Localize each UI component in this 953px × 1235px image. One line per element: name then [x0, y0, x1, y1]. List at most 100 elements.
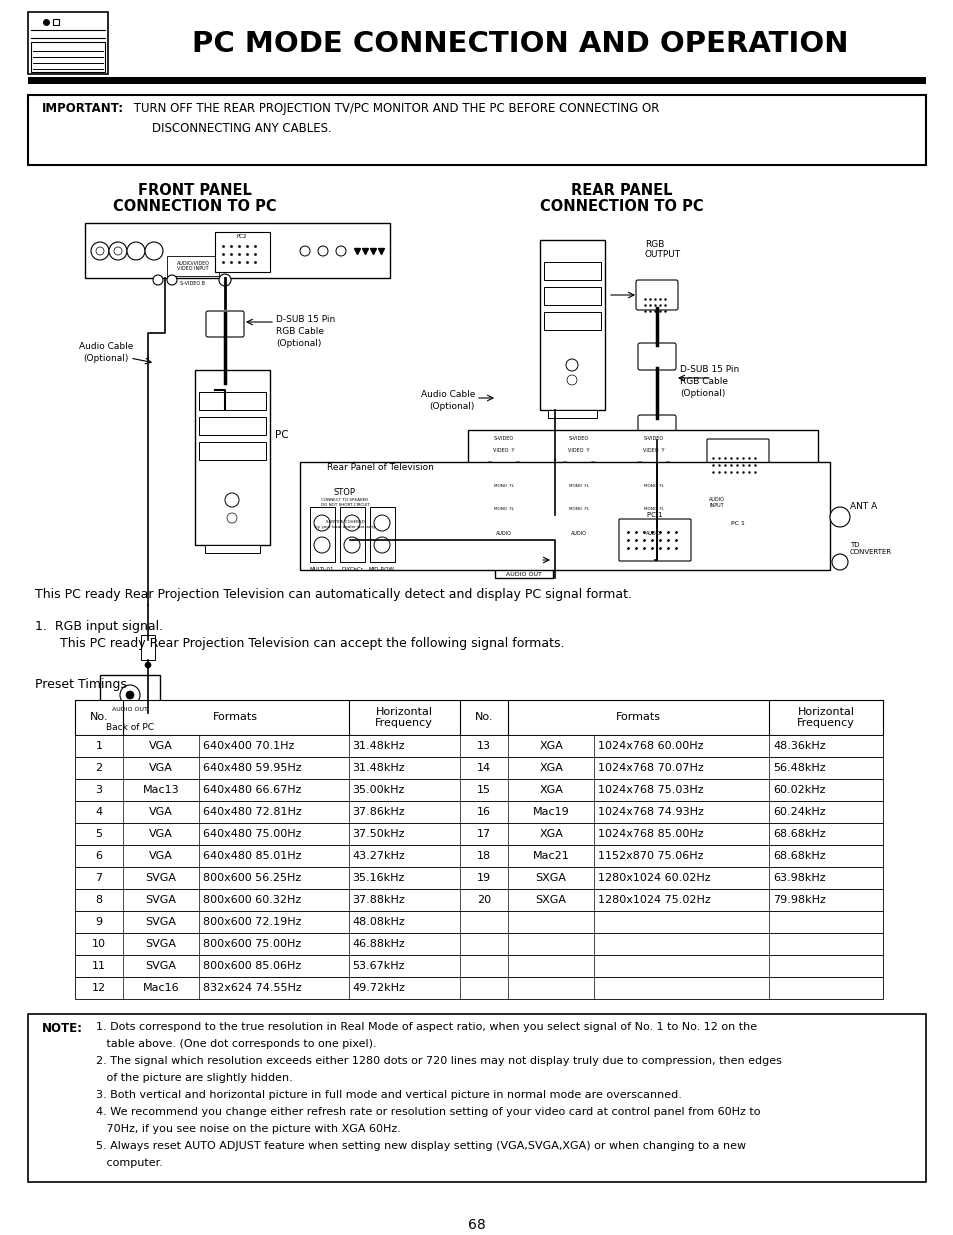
- Text: VIDEO  Y: VIDEO Y: [642, 448, 664, 453]
- Text: 37.50kHz: 37.50kHz: [353, 829, 405, 839]
- Text: 832x624 74.55Hz: 832x624 74.55Hz: [203, 983, 301, 993]
- Text: SERVICE COVERED
by your local dealer warranty: SERVICE COVERED by your local dealer war…: [314, 520, 375, 529]
- Bar: [28, 1014, 925, 1182]
- Text: 2: 2: [95, 763, 103, 773]
- Bar: [75, 867, 882, 889]
- Circle shape: [829, 508, 849, 527]
- Bar: [199, 391, 266, 410]
- Bar: [100, 676, 160, 713]
- Text: 800x600 56.25Hz: 800x600 56.25Hz: [203, 873, 301, 883]
- Circle shape: [659, 487, 676, 503]
- Bar: [75, 735, 882, 757]
- Text: NOTE:: NOTE:: [42, 1023, 83, 1035]
- Bar: [205, 545, 260, 553]
- Circle shape: [109, 242, 127, 261]
- Text: SVGA: SVGA: [146, 895, 176, 905]
- Text: This PC ready Rear Projection Television can automatically detect and display PC: This PC ready Rear Projection Television…: [35, 588, 631, 601]
- Circle shape: [299, 246, 310, 256]
- Bar: [75, 779, 882, 802]
- Text: D-SUB 15 Pin: D-SUB 15 Pin: [275, 315, 335, 324]
- Circle shape: [225, 493, 239, 508]
- Bar: [75, 955, 882, 977]
- Text: AUDIO: AUDIO: [571, 531, 586, 536]
- Text: Horizontal
Frequency: Horizontal Frequency: [375, 706, 433, 729]
- Text: AUDIO
INPUT: AUDIO INPUT: [708, 498, 724, 508]
- Circle shape: [510, 513, 525, 529]
- Text: This PC ready Rear Projection Television can accept the following signal formats: This PC ready Rear Projection Television…: [60, 637, 564, 650]
- Bar: [548, 510, 560, 530]
- Text: PC MODE CONNECTION AND OPERATION: PC MODE CONNECTION AND OPERATION: [192, 30, 847, 58]
- Circle shape: [713, 488, 727, 501]
- Text: Mac13: Mac13: [143, 785, 179, 795]
- Text: 31.48kHz: 31.48kHz: [353, 763, 405, 773]
- Text: 68: 68: [468, 1218, 485, 1233]
- Text: 60.24kHz: 60.24kHz: [772, 806, 824, 818]
- Text: Preset Timings: Preset Timings: [35, 678, 127, 692]
- FancyBboxPatch shape: [638, 343, 676, 370]
- Bar: [495, 540, 553, 578]
- Text: PC: PC: [274, 430, 289, 440]
- Text: RGB Cable: RGB Cable: [679, 377, 727, 387]
- Text: MONO  FL: MONO FL: [494, 508, 514, 511]
- Text: S-VIDEO: S-VIDEO: [494, 436, 514, 441]
- Text: 37.88kHz: 37.88kHz: [353, 895, 405, 905]
- Text: AUDIO: AUDIO: [496, 531, 512, 536]
- Text: 5. Always reset AUTO ADJUST feature when setting new display setting (VGA,SVGA,X: 5. Always reset AUTO ADJUST feature when…: [96, 1141, 745, 1151]
- Text: CONNECTION TO PC: CONNECTION TO PC: [539, 199, 703, 214]
- Text: PC2: PC2: [236, 233, 247, 240]
- Text: 63.98kHz: 63.98kHz: [772, 873, 824, 883]
- Text: VIDEO  Y: VIDEO Y: [493, 448, 515, 453]
- Circle shape: [127, 242, 145, 261]
- Text: TD
CONVERTER: TD CONVERTER: [849, 542, 891, 555]
- Text: VGA: VGA: [149, 806, 172, 818]
- FancyBboxPatch shape: [206, 311, 244, 337]
- Bar: [194, 370, 270, 545]
- Circle shape: [374, 515, 390, 531]
- Text: MULTi-01: MULTi-01: [310, 567, 334, 572]
- Text: 68.68kHz: 68.68kHz: [772, 851, 824, 861]
- Circle shape: [344, 537, 359, 553]
- Text: 640x480 75.00Hz: 640x480 75.00Hz: [203, 829, 301, 839]
- Bar: [310, 508, 335, 562]
- Text: CONNECTION TO PC: CONNECTION TO PC: [113, 199, 276, 214]
- Text: (Optional): (Optional): [275, 338, 321, 348]
- Text: 4. We recommend you change either refresh rate or resolution setting of your vid: 4. We recommend you change either refres…: [96, 1107, 760, 1116]
- Text: PC 1: PC 1: [730, 521, 744, 526]
- Bar: [339, 508, 365, 562]
- Circle shape: [145, 662, 151, 668]
- Text: 1024x768 75.03Hz: 1024x768 75.03Hz: [598, 785, 703, 795]
- Circle shape: [314, 515, 330, 531]
- Bar: [543, 262, 600, 280]
- Text: ANT A: ANT A: [849, 501, 877, 511]
- Circle shape: [566, 375, 577, 385]
- Circle shape: [510, 462, 525, 478]
- Circle shape: [227, 513, 236, 522]
- Text: 14: 14: [476, 763, 491, 773]
- Text: 60.02kHz: 60.02kHz: [772, 785, 824, 795]
- Circle shape: [344, 515, 359, 531]
- Text: table above. (One dot corresponds to one pixel).: table above. (One dot corresponds to one…: [96, 1039, 376, 1049]
- Circle shape: [481, 462, 497, 478]
- Text: 800x600 85.06Hz: 800x600 85.06Hz: [203, 961, 301, 971]
- Text: PC 1: PC 1: [646, 513, 662, 517]
- Bar: [547, 410, 597, 417]
- Bar: [75, 823, 882, 845]
- Text: XGA: XGA: [538, 763, 562, 773]
- Circle shape: [552, 531, 558, 537]
- Text: 7: 7: [95, 873, 103, 883]
- Bar: [75, 845, 882, 867]
- Text: Horizontal
Frequency: Horizontal Frequency: [797, 706, 854, 729]
- Text: MONO  FL: MONO FL: [568, 484, 588, 488]
- Bar: [702, 480, 772, 555]
- Circle shape: [514, 550, 534, 571]
- Text: 70Hz, if you see noise on the picture with XGA 60Hz.: 70Hz, if you see noise on the picture wi…: [96, 1124, 400, 1134]
- Text: FRONT PANEL: FRONT PANEL: [138, 183, 252, 198]
- Bar: [543, 287, 600, 305]
- Text: Formats: Formats: [616, 713, 660, 722]
- Text: 35.16kHz: 35.16kHz: [353, 873, 404, 883]
- Text: XGA: XGA: [538, 741, 562, 751]
- Circle shape: [584, 513, 600, 529]
- Text: 9: 9: [95, 918, 103, 927]
- Text: of the picture are slightly hidden.: of the picture are slightly hidden.: [96, 1073, 293, 1083]
- Text: 800x600 60.32Hz: 800x600 60.32Hz: [203, 895, 301, 905]
